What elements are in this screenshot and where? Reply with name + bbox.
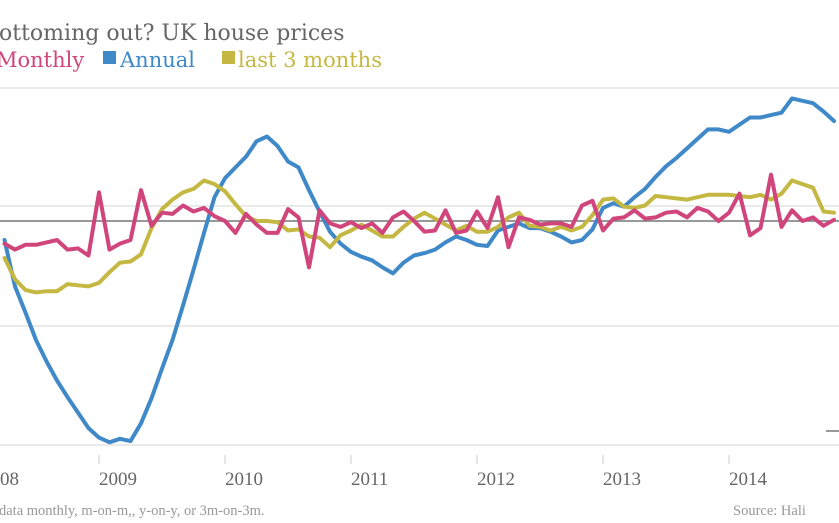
x-axis: 08 2009 2010 2011 2012 2013 2014 — [0, 455, 768, 490]
footnote: data monthly, m-on-m,, y-on-y, or 3m-on-… — [0, 503, 265, 519]
series-lines — [2, 96, 836, 445]
chart-title: ottoming out? UK house prices — [0, 21, 344, 46]
x-tick-label: 08 — [0, 469, 19, 490]
series-line-monthly — [2, 172, 836, 270]
legend-annual: Annual — [119, 48, 195, 72]
x-tick-label: 2014 — [729, 469, 768, 490]
source-note: Source: Hali — [733, 503, 806, 519]
legend: Monthly Annual last 3 months — [0, 48, 382, 72]
x-tick-label: 2013 — [603, 469, 641, 490]
x-tick-label: 2011 — [351, 469, 388, 490]
x-tick-label: 2009 — [99, 469, 137, 490]
legend-annual-swatch — [103, 51, 116, 64]
legend-3m: last 3 months — [238, 48, 382, 72]
gridlines — [0, 87, 839, 446]
legend-monthly: Monthly — [0, 48, 84, 72]
x-tick-label: 2012 — [477, 469, 515, 490]
series-line-annual — [2, 96, 836, 445]
series-line-last-3-months — [2, 178, 836, 295]
x-tick-label: 2010 — [225, 469, 263, 490]
legend-3m-swatch — [222, 51, 235, 64]
